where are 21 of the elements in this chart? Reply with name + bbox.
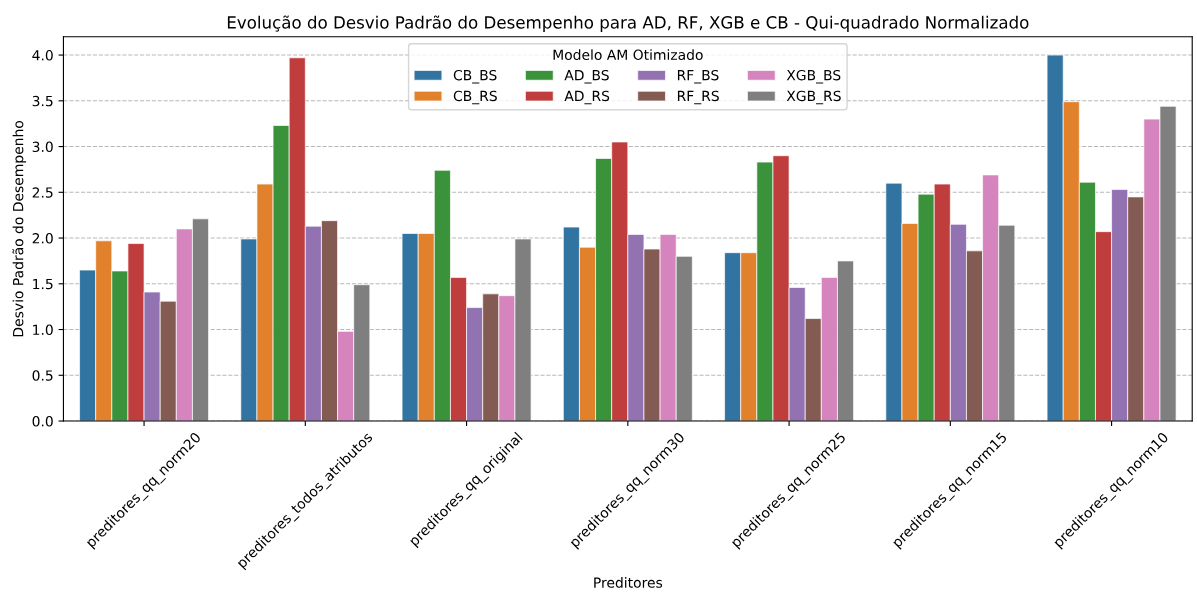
legend-label: XGB_RS <box>786 90 841 105</box>
y-tick-label: 1.0 <box>33 324 53 336</box>
legend-title: Modelo AM Otimizado <box>553 49 703 61</box>
y-tick-label: 4.0 <box>32 50 53 61</box>
legend-label: AD_BS <box>564 69 609 84</box>
y-tick-label: 3.5 <box>32 95 53 107</box>
legend-label: AD_RS <box>564 90 610 105</box>
y-tick-label: 2.0 <box>32 233 53 244</box>
x-axis-title: Preditores <box>594 577 663 588</box>
legend-label: XGB_BS <box>786 69 841 84</box>
y-tick-label: 0.0 <box>32 416 53 427</box>
y-tick-label: 2.5 <box>32 187 53 198</box>
y-tick-label: 0.5 <box>32 370 53 381</box>
y-tick-label: 3.0 <box>32 141 53 153</box>
legend-label: RF_RS <box>677 90 719 105</box>
y-axis-title: Desvio Padrão do Desempenho <box>12 120 27 337</box>
legend-label: RF_BS <box>677 69 719 84</box>
chart-title: Evolução do Desvio Padrão do Desempenho para AD, RF, XGB e CB - Qui-quadrado Normalizado <box>227 15 1029 32</box>
y-tick-label: 1.5 <box>33 278 53 290</box>
legend-label: CB_RS <box>453 90 497 105</box>
legend-label: CB_BS <box>453 69 497 84</box>
